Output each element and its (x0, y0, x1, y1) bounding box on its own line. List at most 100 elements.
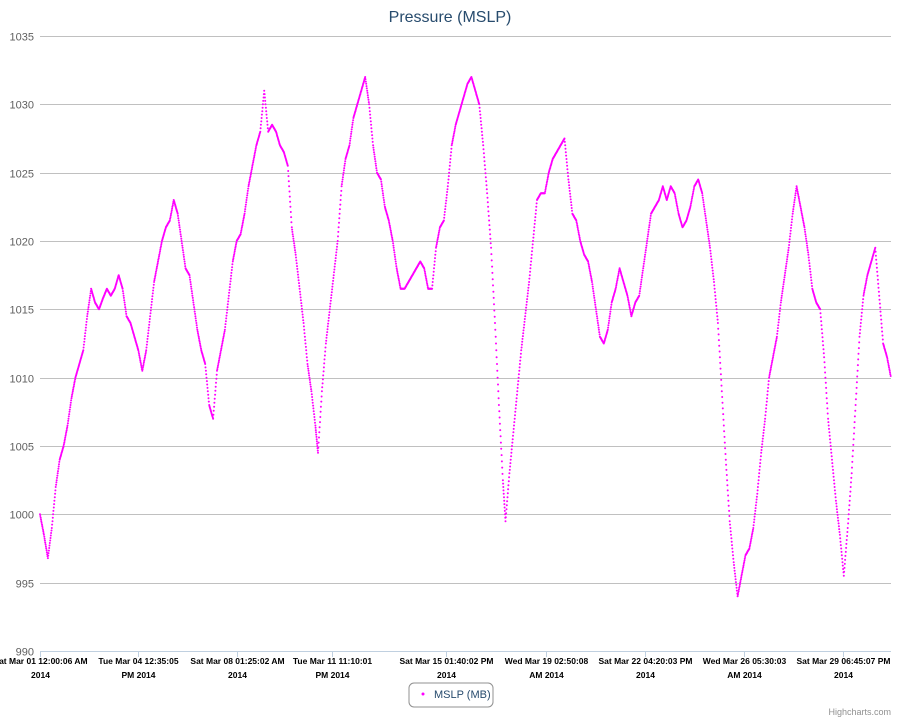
data-point[interactable] (526, 292, 529, 295)
data-point[interactable] (519, 356, 522, 359)
data-point[interactable] (481, 137, 484, 140)
data-point[interactable] (398, 284, 401, 287)
data-point[interactable] (351, 123, 354, 126)
data-point[interactable] (506, 496, 509, 499)
data-point[interactable] (529, 263, 532, 266)
data-point[interactable] (395, 267, 398, 270)
data-point[interactable] (797, 193, 800, 196)
data-point[interactable] (215, 381, 217, 384)
data-point[interactable] (48, 544, 51, 547)
data-point[interactable] (350, 130, 353, 133)
data-point[interactable] (89, 294, 92, 297)
data-point[interactable] (143, 359, 146, 362)
data-point[interactable] (752, 528, 754, 531)
data-point[interactable] (335, 248, 338, 251)
data-point[interactable] (835, 508, 838, 511)
data-point[interactable] (832, 472, 835, 475)
data-point[interactable] (508, 472, 511, 475)
data-point[interactable] (263, 96, 266, 99)
data-point[interactable] (834, 492, 837, 495)
data-point[interactable] (512, 427, 515, 430)
data-point[interactable] (589, 270, 592, 273)
data-point[interactable] (228, 286, 231, 289)
data-point[interactable] (306, 359, 309, 362)
data-point[interactable] (576, 226, 579, 229)
data-point[interactable] (710, 258, 713, 261)
data-point[interactable] (736, 595, 739, 598)
data-point[interactable] (219, 354, 221, 357)
data-point[interactable] (644, 253, 647, 256)
data-point[interactable] (191, 294, 194, 297)
data-point[interactable] (764, 417, 767, 420)
data-point[interactable] (843, 566, 846, 569)
data-point[interactable] (71, 392, 74, 394)
data-point[interactable] (642, 262, 645, 265)
data-point[interactable] (170, 211, 173, 213)
data-point[interactable] (881, 334, 884, 337)
data-point[interactable] (226, 308, 229, 311)
data-point[interactable] (750, 537, 753, 540)
data-point[interactable] (648, 226, 651, 229)
data-point[interactable] (351, 126, 354, 129)
data-point[interactable] (519, 352, 522, 355)
data-point[interactable] (721, 396, 724, 398)
data-point[interactable] (855, 386, 858, 389)
data-point[interactable] (578, 236, 581, 239)
data-point[interactable] (503, 499, 506, 502)
data-point[interactable] (864, 282, 867, 285)
data-point[interactable] (449, 161, 452, 164)
data-point[interactable] (778, 315, 781, 318)
data-point[interactable] (530, 260, 533, 263)
data-point[interactable] (592, 287, 594, 290)
legend[interactable]: MSLP (MB) (408, 682, 494, 708)
data-point[interactable] (709, 246, 711, 249)
data-point[interactable] (809, 270, 812, 273)
data-point[interactable] (524, 315, 527, 318)
data-point[interactable] (821, 340, 824, 343)
data-point[interactable] (714, 294, 717, 297)
data-point[interactable] (751, 533, 753, 536)
data-point[interactable] (231, 266, 234, 269)
data-point[interactable] (853, 421, 856, 424)
data-point[interactable] (777, 318, 780, 321)
data-point[interactable] (375, 164, 377, 167)
data-point[interactable] (568, 187, 571, 189)
data-point[interactable] (367, 96, 370, 99)
data-point[interactable] (499, 441, 502, 444)
data-point[interactable] (512, 431, 515, 434)
data-point[interactable] (83, 340, 86, 343)
data-point[interactable] (706, 228, 709, 231)
data-point[interactable] (446, 185, 449, 188)
data-point[interactable] (228, 289, 231, 291)
data-point[interactable] (304, 339, 307, 342)
data-point[interactable] (850, 481, 852, 484)
data-point[interactable] (319, 416, 322, 418)
data-point[interactable] (759, 458, 762, 461)
data-point[interactable] (774, 344, 777, 347)
data-point[interactable] (153, 281, 156, 283)
data-point[interactable] (184, 265, 187, 268)
data-point[interactable] (834, 496, 837, 499)
data-point[interactable] (302, 319, 305, 322)
data-point[interactable] (675, 202, 678, 205)
data-point[interactable] (313, 418, 316, 421)
data-point[interactable] (308, 374, 311, 377)
data-point[interactable] (438, 228, 441, 230)
data-point[interactable] (727, 494, 730, 497)
data-point[interactable] (73, 383, 76, 386)
data-point[interactable] (156, 263, 159, 266)
data-point[interactable] (510, 448, 513, 451)
data-point[interactable] (435, 246, 437, 249)
data-point[interactable] (822, 344, 825, 347)
data-point[interactable] (674, 193, 676, 196)
data-point[interactable] (296, 267, 299, 270)
data-point[interactable] (543, 192, 546, 195)
data-point[interactable] (728, 520, 731, 523)
data-point[interactable] (65, 427, 68, 430)
data-point[interactable] (325, 339, 328, 342)
data-point[interactable] (646, 235, 649, 238)
data-point[interactable] (329, 302, 332, 305)
data-point[interactable] (44, 541, 47, 544)
data-point[interactable] (87, 303, 90, 306)
data-point[interactable] (433, 267, 435, 270)
